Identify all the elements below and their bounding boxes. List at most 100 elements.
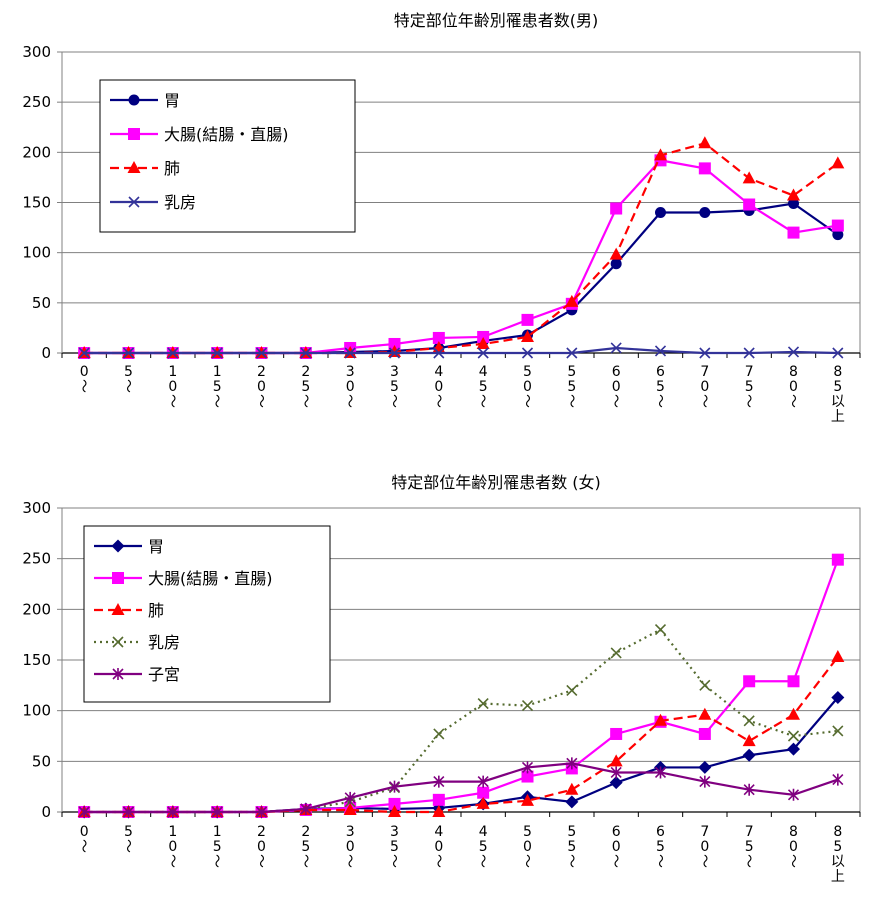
data-point (787, 346, 800, 358)
x-tick-char: 〜 (474, 854, 490, 868)
x-tick-label: 15〜 (208, 824, 224, 868)
data-point (432, 793, 445, 806)
x-tick-char: 5 (523, 824, 532, 840)
data-point (566, 347, 578, 359)
data-point (788, 198, 799, 210)
data-point (654, 624, 667, 636)
x-tick-char: 7 (745, 824, 754, 840)
x-tick-label: 20〜 (253, 364, 269, 408)
x-tick-char: 5 (656, 839, 665, 855)
x-tick-char: 〜 (120, 379, 136, 393)
x-tick-label: 35〜 (386, 824, 402, 868)
x-tick-char: 〜 (253, 854, 269, 868)
data-point (477, 330, 490, 343)
x-tick-label: 10〜 (164, 364, 180, 408)
x-tick-label: 45〜 (474, 364, 490, 408)
data-point (211, 806, 223, 818)
y-tick-label: 0 (41, 344, 51, 362)
x-tick-char: 〜 (430, 854, 446, 868)
data-point (433, 347, 445, 359)
legend-box (83, 525, 331, 703)
data-point (477, 347, 489, 359)
data-point (521, 347, 534, 359)
x-tick-char: 0 (612, 839, 621, 855)
x-tick-char: 〜 (297, 394, 313, 408)
x-tick-char: 〜 (740, 394, 756, 408)
x-tick-char: 8 (789, 364, 798, 380)
data-point (300, 347, 312, 359)
y-tick-label: 150 (22, 651, 51, 669)
x-tick-char: 8 (833, 364, 842, 380)
data-point (388, 797, 401, 810)
y-tick-label: 0 (41, 803, 51, 821)
x-tick-char: 〜 (386, 854, 402, 868)
data-point (344, 347, 356, 359)
x-tick-char: 〜 (696, 394, 712, 408)
x-tick-char: 6 (612, 364, 621, 380)
legend-marker (127, 161, 141, 173)
data-point (832, 773, 844, 786)
y-tick-label: 300 (22, 499, 51, 517)
x-tick-char: 5 (745, 839, 754, 855)
data-point (565, 795, 579, 809)
data-point (476, 336, 490, 349)
data-point (698, 707, 712, 720)
data-point (211, 347, 223, 359)
data-point (610, 202, 623, 215)
x-tick-char: 〜 (164, 394, 180, 408)
data-point (300, 802, 312, 815)
x-tick-char: 0 (257, 379, 266, 395)
data-point (831, 649, 845, 662)
data-point (654, 148, 667, 161)
legend-label: 胃 (164, 91, 180, 110)
data-point (699, 347, 711, 359)
data-point (521, 313, 534, 326)
y-tick-label: 150 (22, 194, 51, 212)
x-tick-label: 15〜 (208, 364, 224, 408)
data-point (787, 742, 800, 756)
x-tick-char: 1 (213, 824, 222, 840)
x-tick-char: 〜 (740, 854, 756, 868)
data-point (255, 806, 268, 818)
legend-label: 胃 (148, 537, 164, 556)
x-tick-char: 〜 (519, 394, 535, 408)
x-tick-label: 60〜 (607, 364, 623, 408)
chart-1: 特定部位年齢別罹患者数(男)0501001502002503000〜5〜10〜1… (22, 11, 861, 425)
x-tick-char: 3 (390, 824, 399, 840)
data-point (433, 775, 445, 788)
data-point (167, 347, 179, 359)
x-tick-char: 〜 (341, 854, 357, 868)
x-tick-char: 〜 (563, 394, 579, 408)
y-tick-label: 250 (22, 93, 51, 111)
x-tick-label: 50〜 (519, 364, 535, 408)
data-point (432, 805, 446, 817)
x-tick-char: 5 (567, 824, 576, 840)
x-tick-label: 40〜 (430, 364, 446, 408)
x-tick-char: 7 (700, 824, 709, 840)
legend-marker (128, 128, 140, 140)
legend-box (99, 79, 356, 233)
data-point (255, 347, 268, 359)
data-point (832, 229, 844, 241)
series-5 (78, 757, 844, 818)
y-tick-label: 50 (32, 294, 51, 312)
x-tick-char: 〜 (607, 854, 623, 868)
x-tick-char: 0 (168, 379, 177, 395)
x-tick-char: 〜 (652, 854, 668, 868)
x-tick-char: 6 (656, 824, 665, 840)
x-tick-label: 30〜 (341, 824, 357, 868)
x-tick-label: 55〜 (563, 364, 579, 408)
x-tick-char: 5 (833, 379, 842, 395)
x-tick-char: 〜 (341, 394, 357, 408)
data-point (832, 347, 844, 359)
legend-label: 子宮 (148, 665, 180, 684)
x-tick-char: 5 (523, 364, 532, 380)
x-tick-char: 0 (257, 839, 266, 855)
data-point (477, 775, 489, 788)
x-tick-char: 〜 (563, 854, 579, 868)
x-tick-char: 〜 (430, 394, 446, 408)
x-tick-char: 0 (700, 379, 709, 395)
